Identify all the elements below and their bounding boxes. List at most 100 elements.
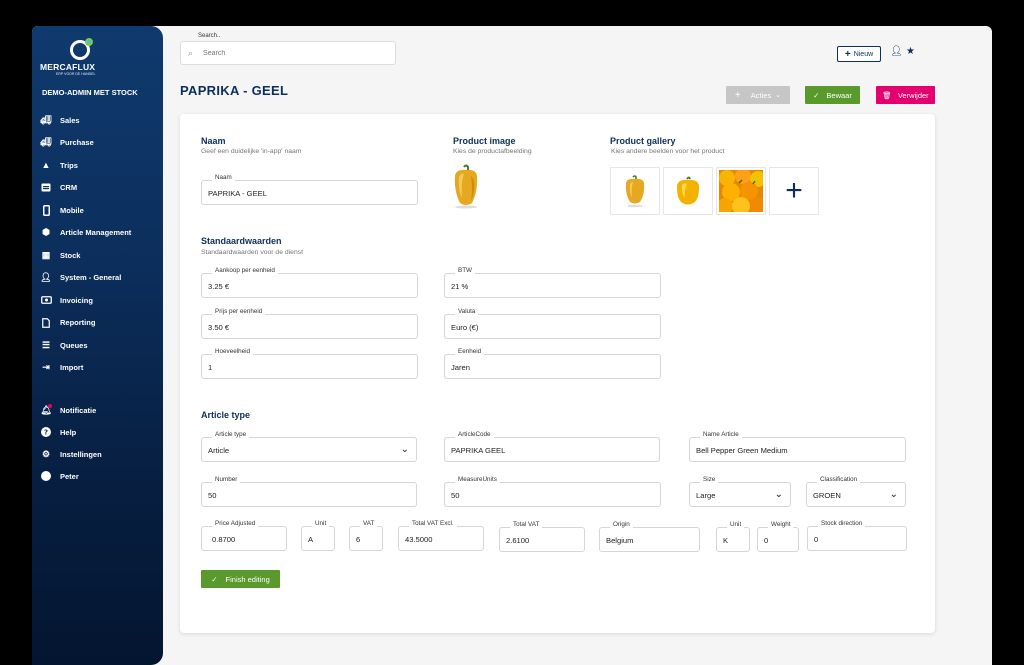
- classification-select[interactable]: Classification GROEN ⌄: [806, 476, 906, 507]
- naam-section-title: Naam: [201, 136, 226, 146]
- bell-icon: 🔔︎: [40, 404, 52, 415]
- avatar-icon: [40, 470, 52, 482]
- sidebar-item-notificatie[interactable]: 🔔︎ Notificatie: [40, 404, 97, 415]
- hoeveelheid-field[interactable]: Hoeveelheid 1: [201, 348, 418, 379]
- check-icon: ✓: [211, 574, 218, 584]
- save-button[interactable]: ✓ Bewaar: [805, 86, 860, 104]
- plus-icon: +: [734, 89, 741, 101]
- sidebar-bottom-nav: 🔔︎ Notificatie ? Help ⚙ Instellingen Peter: [40, 399, 160, 487]
- gallery-image-2[interactable]: [663, 167, 713, 215]
- sidebar-item-instellingen[interactable]: ⚙ Instellingen: [41, 448, 102, 459]
- actions-dropdown-button[interactable]: + Acties ⌄: [726, 86, 790, 104]
- sidebar-item-peter[interactable]: Peter: [40, 465, 160, 487]
- total-vat-field[interactable]: Total VAT 2.6100: [499, 521, 585, 552]
- sidebar-item-mobile[interactable]: Mobile: [40, 199, 160, 222]
- aankoop-per-eenheid-field[interactable]: Aankoop per eenheid 3.25 €: [201, 267, 418, 298]
- article-type-select[interactable]: Article type Article ⌄: [201, 431, 417, 462]
- price-adjusted-field[interactable]: Price Adjusted 0.8700: [201, 520, 287, 551]
- product-image-subtitle: Kies de productafbeelding: [453, 148, 532, 155]
- company-name: DEMO-ADMIN MET STOCK: [42, 88, 138, 97]
- brand-tagline: ERP VOOR DE HANDEL: [56, 72, 96, 76]
- defaults-section-title: Standaardwaarden: [201, 236, 282, 246]
- sidebar-item-article-management[interactable]: ⬢ Article Management: [40, 222, 160, 245]
- search-icon: ⌕: [188, 47, 194, 58]
- search-area: Search.. ⌕: [180, 33, 396, 65]
- unit-2-field[interactable]: Unit K: [716, 521, 750, 552]
- gear-icon: ⚙: [41, 448, 51, 459]
- sidebar: MERCAFLUX ERP VOOR DE HANDEL DEMO-ADMIN …: [32, 26, 163, 665]
- list-icon: ☰: [41, 339, 51, 350]
- measure-units-field[interactable]: MeasureUnits 50: [444, 476, 661, 507]
- sidebar-item-system-general[interactable]: 👤︎ System - General: [40, 272, 122, 283]
- truck-icon: 🚚︎: [40, 114, 52, 125]
- gallery-image-3[interactable]: [716, 167, 766, 215]
- mercaflux-logo[interactable]: MERCAFLUX ERP VOOR DE HANDEL: [40, 38, 100, 78]
- chevron-down-icon: ⌄: [774, 489, 783, 500]
- sidebar-item-sales[interactable]: 🚚︎ Sales: [40, 114, 80, 125]
- search-label: Search..: [198, 33, 221, 39]
- eenheid-field[interactable]: Eenheid Jaren: [444, 348, 661, 379]
- chevron-down-icon: ⌄: [889, 489, 898, 500]
- delete-button[interactable]: 🗑︎ Verwijder: [876, 86, 935, 104]
- product-image[interactable]: [449, 163, 483, 209]
- defaults-section-subtitle: Standaardwaarden voor de dienst: [201, 249, 304, 256]
- naam-field[interactable]: Naam PAPRIKA - GEEL: [201, 174, 418, 205]
- number-field[interactable]: Number 50: [201, 476, 417, 507]
- article-form-card: Naam Geef een duidelijke 'in-app' naam N…: [180, 114, 935, 633]
- total-vat-excl-field[interactable]: Total VAT Excl. 43.5000: [398, 520, 484, 551]
- plus-icon: +: [844, 48, 851, 60]
- import-icon: ⇥: [42, 362, 50, 373]
- valuta-field[interactable]: Valuta Euro (€): [444, 308, 661, 339]
- truck-icon: 🚚︎: [40, 137, 52, 148]
- origin-field[interactable]: Origin Belgium: [599, 521, 700, 552]
- vat-field[interactable]: VAT 6: [349, 520, 383, 551]
- search-box[interactable]: ⌕: [180, 41, 396, 65]
- weight-field[interactable]: Weight 0: [757, 521, 799, 552]
- naam-section-subtitle: Geef een duidelijke 'in-app' naam: [201, 148, 302, 155]
- stock-direction-field[interactable]: Stock direction 0: [807, 520, 907, 551]
- finish-editing-button[interactable]: ✓ Finish editing: [201, 570, 280, 588]
- user-icon[interactable]: 👤︎: [890, 46, 903, 57]
- cubes-icon: ⬢: [42, 227, 50, 238]
- prijs-per-eenheid-field[interactable]: Prijs per eenheid 3.50 €: [201, 308, 418, 339]
- svg-text:?: ?: [44, 429, 48, 437]
- chevron-down-icon: ⌄: [775, 92, 782, 99]
- product-gallery: +: [610, 167, 822, 215]
- sidebar-nav: 🚚︎ Sales 🚚︎ Purchase ▲ Trips CRM Mobile ⬢ Ar…: [40, 109, 160, 379]
- navigation-arrow-icon: ▲: [41, 160, 51, 171]
- size-select[interactable]: Size Large ⌄: [689, 476, 791, 507]
- sidebar-item-invoicing[interactable]: Invoicing: [40, 289, 160, 312]
- unit-field[interactable]: Unit A: [301, 520, 335, 551]
- sidebar-item-queues[interactable]: ☰ Queues: [41, 339, 88, 350]
- report-icon: [40, 317, 52, 329]
- name-article-field[interactable]: Name Article Bell Pepper Green Medium: [689, 431, 906, 462]
- btw-field[interactable]: BTW 21 %: [444, 267, 661, 298]
- sidebar-item-stock[interactable]: ▦ Stock: [41, 249, 81, 260]
- check-icon: ✓: [813, 90, 820, 100]
- gallery-image-1[interactable]: [610, 167, 660, 215]
- chevron-down-icon: ⌄: [400, 444, 409, 455]
- gallery-add-button[interactable]: +: [769, 167, 819, 215]
- sidebar-item-trips[interactable]: ▲ Trips: [41, 160, 78, 171]
- mobile-icon: [40, 204, 52, 216]
- sidebar-item-help[interactable]: ? Help: [40, 421, 160, 443]
- user-gear-icon: 👤︎: [40, 272, 52, 283]
- search-input[interactable]: [203, 49, 374, 57]
- sidebar-item-crm[interactable]: CRM: [40, 177, 160, 200]
- question-icon: ?: [40, 426, 52, 438]
- boxes-icon: ▦: [41, 249, 51, 260]
- money-icon: [40, 294, 52, 306]
- app-window: MERCAFLUX ERP VOOR DE HANDEL DEMO-ADMIN …: [32, 26, 992, 665]
- star-icon[interactable]: ★: [906, 46, 915, 57]
- product-gallery-subtitle: Kies andere beelden voor het product: [611, 148, 725, 155]
- new-button[interactable]: + Nieuw: [837, 46, 881, 62]
- product-gallery-title: Product gallery: [610, 136, 676, 146]
- card-icon: [40, 182, 52, 194]
- sidebar-item-import[interactable]: ⇥ Import: [40, 357, 160, 380]
- sidebar-item-purchase[interactable]: 🚚︎ Purchase: [40, 137, 94, 148]
- plus-icon: +: [785, 174, 803, 207]
- product-image-title: Product image: [453, 136, 516, 146]
- trash-icon: 🗑︎: [882, 90, 892, 100]
- article-code-field[interactable]: ArticleCode PAPRIKA GEEL: [444, 431, 660, 462]
- sidebar-item-reporting[interactable]: Reporting: [40, 312, 160, 335]
